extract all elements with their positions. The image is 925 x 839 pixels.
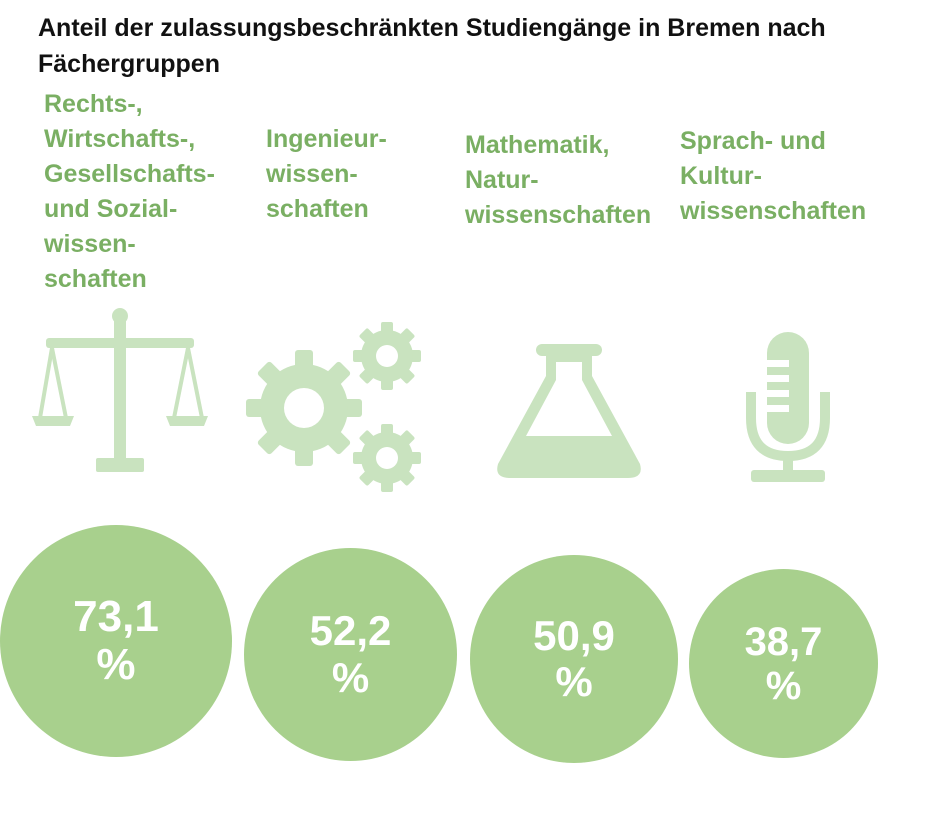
category-label-engineering: Ingenieur- wissen- schaften: [266, 125, 387, 223]
value-circle-law-economics: 73,1 %: [0, 525, 232, 757]
value-label: 38,7 %: [745, 620, 823, 708]
value-number: 73,1: [73, 591, 159, 641]
value-number: 50,9: [533, 611, 615, 659]
category-label-math-science: Mathematik, Natur- wissenschaften: [465, 131, 652, 229]
chart-title: Anteil der zulassungsbeschränkten Studie…: [38, 14, 826, 78]
gears-icon: [246, 322, 421, 492]
value-circle-engineering: 52,2 %: [244, 548, 457, 761]
scales-icon: [32, 308, 208, 472]
category-label-law-economics: Rechts-, Wirtschafts-, Gesellschafts- un…: [44, 90, 215, 293]
flask-icon: [497, 344, 641, 478]
value-label: 52,2 %: [309, 607, 392, 701]
value-unit: %: [555, 658, 593, 705]
value-number: 52,2: [309, 607, 392, 655]
value-unit: %: [765, 663, 802, 708]
value-unit: %: [96, 640, 136, 689]
value-unit: %: [331, 653, 370, 701]
value-number: 38,7: [744, 619, 823, 664]
category-label-language-culture: Sprach- und Kultur- wissenschaften: [680, 127, 867, 225]
microphone-icon: [746, 332, 830, 482]
value-label: 73,1 %: [73, 591, 159, 690]
value-label: 50,9 %: [533, 611, 615, 705]
value-circle-math-science: 50,9 %: [470, 555, 678, 763]
value-circle-language-culture: 38,7 %: [689, 569, 878, 758]
